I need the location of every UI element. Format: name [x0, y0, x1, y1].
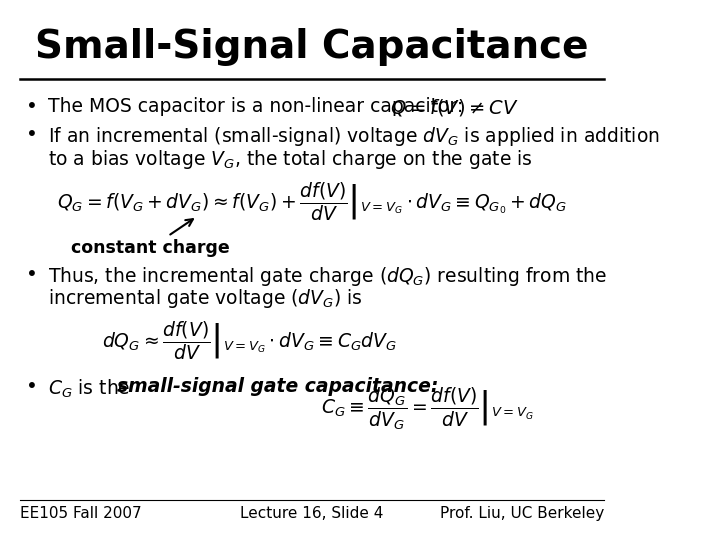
Text: constant charge: constant charge	[71, 219, 230, 257]
Text: Prof. Liu, UC Berkeley: Prof. Liu, UC Berkeley	[440, 507, 604, 522]
Text: •: •	[26, 377, 38, 396]
Text: If an incremental (small-signal) voltage $dV_G$ is applied in addition: If an incremental (small-signal) voltage…	[48, 125, 660, 148]
Text: Thus, the incremental gate charge ($dQ_G$) resulting from the: Thus, the incremental gate charge ($dQ_G…	[48, 265, 607, 288]
Text: small-signal gate capacitance:: small-signal gate capacitance:	[117, 377, 438, 396]
Text: $Q = f(V) \neq CV$: $Q = f(V) \neq CV$	[390, 97, 519, 118]
Text: •: •	[26, 125, 38, 144]
Text: The MOS capacitor is a non-linear capacitor:: The MOS capacitor is a non-linear capaci…	[48, 97, 463, 116]
Text: $dQ_G \approx \left.\dfrac{df(V)}{dV}\right|_{V=V_G} \cdot dV_G \equiv C_G dV_G$: $dQ_G \approx \left.\dfrac{df(V)}{dV}\ri…	[102, 320, 397, 362]
Text: Lecture 16, Slide 4: Lecture 16, Slide 4	[240, 507, 384, 522]
Text: •: •	[26, 97, 38, 116]
Text: •: •	[26, 265, 38, 284]
Text: to a bias voltage $V_G$, the total charge on the gate is: to a bias voltage $V_G$, the total charg…	[48, 147, 533, 171]
Text: $C_G \equiv \dfrac{dQ_G}{dV_G} = \left.\dfrac{df(V)}{dV}\right|_{V=V_G}$: $C_G \equiv \dfrac{dQ_G}{dV_G} = \left.\…	[320, 386, 534, 432]
Text: EE105 Fall 2007: EE105 Fall 2007	[20, 507, 142, 522]
Text: Small-Signal Capacitance: Small-Signal Capacitance	[35, 28, 589, 66]
Text: $Q_G = f(V_G + dV_G) \approx f(V_G) + \left.\dfrac{df(V)}{dV}\right|_{V=V_G} \cd: $Q_G = f(V_G + dV_G) \approx f(V_G) + \l…	[57, 180, 567, 223]
Text: incremental gate voltage ($dV_G$) is: incremental gate voltage ($dV_G$) is	[48, 287, 363, 310]
Text: $C_G$ is the: $C_G$ is the	[48, 377, 132, 400]
